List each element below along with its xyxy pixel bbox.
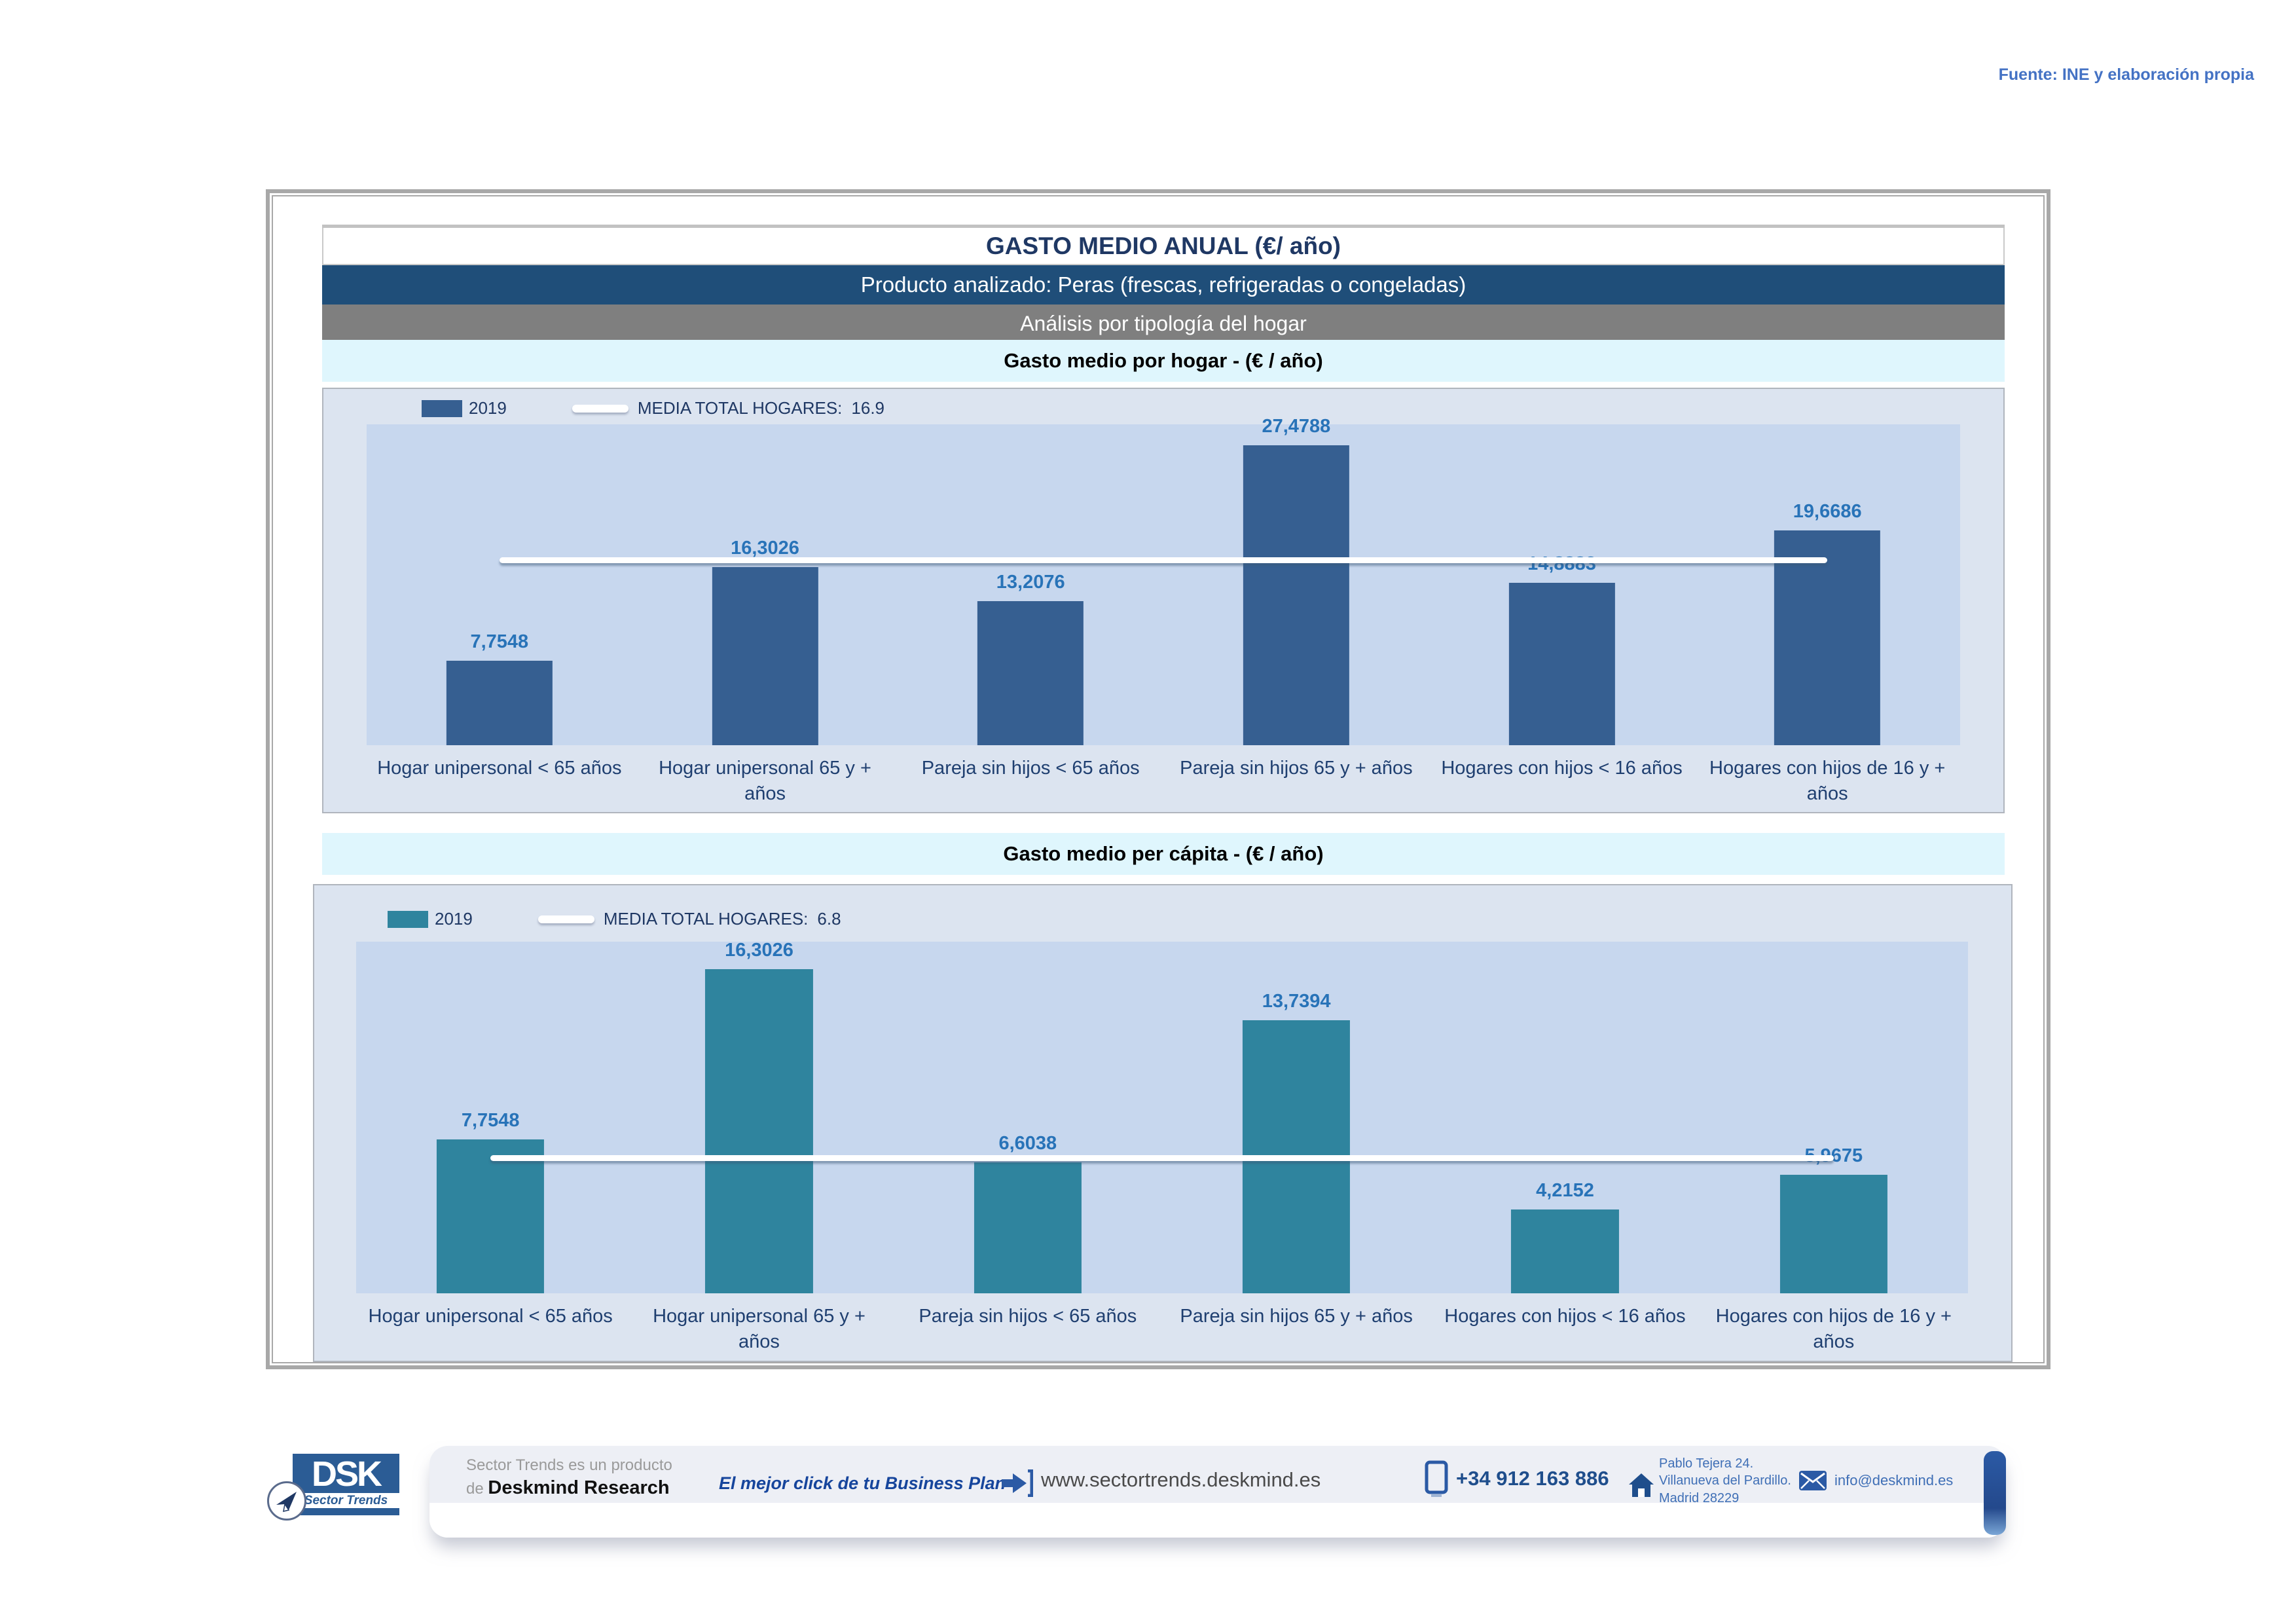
legend-media-line-swatch [538,915,594,923]
chart-per-capita: 2019 MEDIA TOTAL HOGARES: 6.8 7,7548 16,3… [313,884,2013,1362]
dsk-logo-letters: DSK [311,1454,382,1494]
bar-slot: 13,7394 [1162,942,1430,1293]
media-total-line [490,1154,1834,1161]
bar-slot: 27,4788 [1163,416,1429,745]
bar-slot: 7,7548 [367,424,632,745]
bar-value-label: 27,4788 [1262,416,1331,437]
footer-accent-pill [1984,1451,2006,1535]
bar [974,1162,1082,1293]
legend-series-swatch [422,399,462,417]
legend-media-label: MEDIA TOTAL HOGARES: [637,398,843,418]
category-label: Hogar unipersonal 65 y + años [653,1306,866,1353]
paper-plane-icon [267,1481,306,1521]
footer-product-line2-prefix: de [466,1480,488,1498]
footer-product-line1: Sector Trends es un producto [466,1456,672,1474]
title-block: GASTO MEDIO ANUAL (€/ año) Producto anal… [322,225,2005,343]
chart-per-household: 2019 MEDIA TOTAL HOGARES: 16.9 7,7548 16,… [322,388,2005,813]
category-label: Hogar unipersonal < 65 años [368,1306,613,1327]
category-labels: Hogar unipersonal < 65 años Hogar unipers… [356,1304,1968,1355]
category-label: Hogares con hijos de 16 y + años [1715,1306,1952,1353]
bar-value-label: 16,3026 [731,538,799,559]
bar-value-label: 16,3026 [725,940,793,961]
media-total-line [499,557,1828,564]
report-title: GASTO MEDIO ANUAL (€/ año) [322,228,2005,265]
legend-series-label: 2019 [469,398,507,418]
bar-slot: 14,8883 [1429,424,1695,745]
bar-value-label: 13,7394 [1262,991,1331,1012]
bar [1774,530,1881,745]
bar [1243,445,1349,745]
plot-area: 7,7548 16,3026 6,6038 13,7394 4,2152 5,9675 [356,940,1968,1293]
bar [446,660,553,745]
bar-slot: 7,7548 [356,942,625,1293]
bar-value-label: 13,2076 [996,571,1065,593]
dsk-logo: DSK Sector Trends [293,1454,399,1515]
bar-slot: 6,6038 [894,942,1162,1293]
legend-series-swatch [388,910,428,928]
bar-slot: 13,2076 [898,424,1163,745]
product-banner: Producto analizado: Peras (frescas, refr… [322,265,2005,304]
plot-area: 7,7548 16,3026 13,2076 27,4788 14,8883 19,668… [367,416,1960,745]
footer-address-line2: Villanueva del Pardillo. [1659,1473,1791,1488]
footer-email-link[interactable]: info@deskmind.es [1834,1472,1954,1488]
category-label: Pareja sin hijos < 65 años [919,1306,1137,1327]
chart1-legend: 2019 MEDIA TOTAL HOGARES: 16.9 [422,398,884,418]
category-label: Hogares con hijos < 16 años [1441,758,1683,779]
bar [437,1139,545,1293]
footer-phone[interactable]: +34 912 163 886 [1456,1467,1609,1490]
legend-series-label: 2019 [435,909,473,929]
footer-address-line1: Pablo Tejera 24. [1659,1456,1754,1471]
legend-media-value: 16.9 [851,398,885,418]
bar-slot: 4,2152 [1430,942,1699,1293]
category-labels: Hogar unipersonal < 65 años Hogar unipers… [367,756,1960,807]
category-label: Hogares con hijos de 16 y + años [1709,758,1946,805]
bar-value-label: 7,7548 [470,631,529,652]
footer-company-name: Deskmind Research [488,1477,670,1498]
source-note: Fuente: INE y elaboración propia [1998,65,2254,84]
footer-address-line3: Madrid 28229 [1659,1490,1740,1505]
footer-product-line2: de Deskmind Research [466,1477,670,1499]
legend-media-value: 6.8 [817,909,841,929]
category-label: Pareja sin hijos < 65 años [921,758,1140,779]
bar-slot: 5,9675 [1700,942,1968,1293]
category-label: Pareja sin hijos 65 y + años [1180,1306,1413,1327]
house-icon [1629,1473,1654,1497]
footer-tagline: El mejor click de tu Business Plan [719,1473,1006,1493]
bar-value-label: 6,6038 [998,1132,1057,1154]
category-label: Hogar unipersonal < 65 años [377,758,622,779]
chart1-section-title: Gasto medio por hogar - (€ / año) [322,340,2005,382]
chart2-section-title: Gasto medio per cápita - (€ / año) [322,833,2005,875]
envelope-icon [1799,1471,1827,1490]
bar [1508,582,1615,745]
bar-slot: 19,6686 [1694,424,1960,745]
bar-value-label: 7,7548 [461,1109,520,1131]
report-frame [266,189,2050,1369]
bar [705,969,813,1293]
footer-address: Pablo Tejera 24. Villanueva del Pardillo… [1659,1455,1791,1507]
chart2-legend: 2019 MEDIA TOTAL HOGARES: 6.8 [388,909,841,929]
legend-media-line-swatch [572,404,629,413]
phone-icon [1425,1460,1448,1497]
category-label: Hogares con hijos < 16 años [1444,1306,1686,1327]
category-label: Pareja sin hijos 65 y + años [1180,758,1413,779]
bar-value-label: 19,6686 [1793,501,1862,523]
bar [1511,1209,1619,1293]
legend-media-label: MEDIA TOTAL HOGARES: [603,909,809,929]
bar [1779,1174,1887,1293]
bar-value-label: 4,2152 [1536,1180,1594,1202]
footer-bar [429,1446,2006,1538]
bar-value-label: 14,8883 [1527,553,1596,574]
footer-website-link[interactable]: www.sectortrends.deskmind.es [1041,1468,1321,1491]
report-frame-inner-border [272,195,2045,1363]
bar [977,600,1084,745]
bar-slot: 16,3026 [625,940,893,1293]
category-label: Hogar unipersonal 65 y + años [659,758,871,805]
bar [712,567,818,745]
dsk-logo-subtitle: Sector Trends [293,1493,399,1508]
dsk-logo-strip [293,1508,399,1515]
analysis-banner: Análisis por tipología del hogar [322,304,2005,343]
bar-slot: 16,3026 [632,424,898,745]
arrow-link-icon [1002,1469,1033,1497]
